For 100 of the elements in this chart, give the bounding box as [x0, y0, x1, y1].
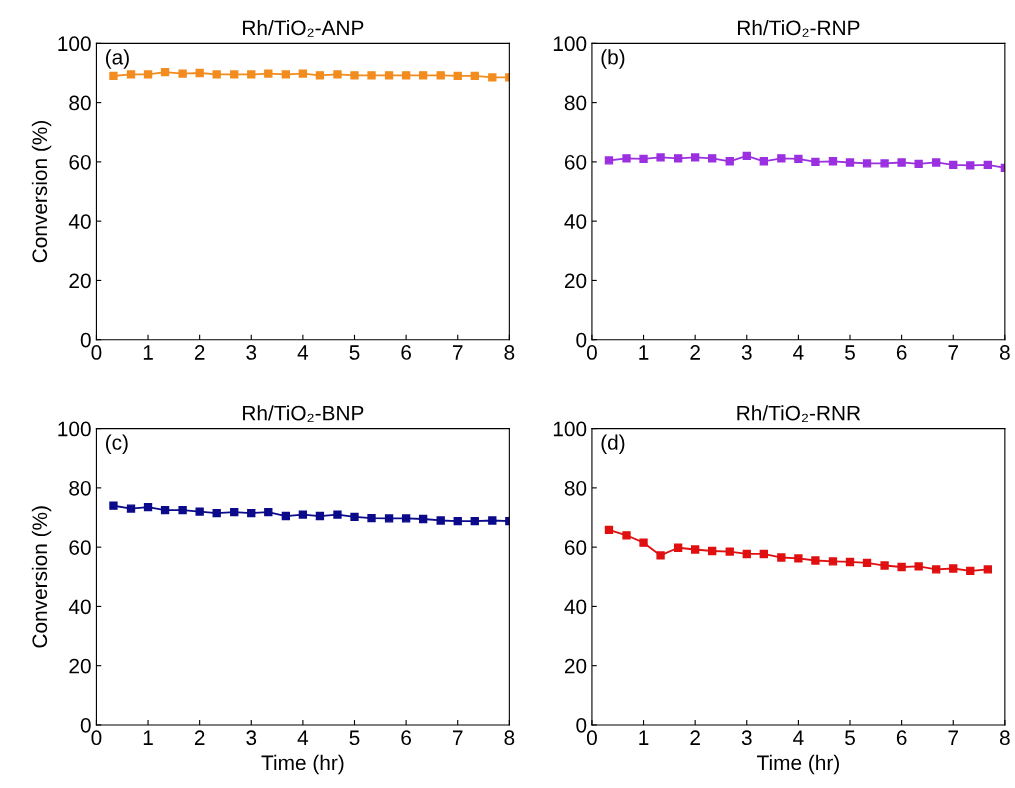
chart-title: Rh/TiO₂-RNR: [737, 405, 861, 423]
point: [932, 158, 941, 167]
point: [949, 160, 958, 170]
point: [384, 514, 394, 523]
point: [690, 545, 700, 554]
point: [143, 502, 153, 512]
point: [622, 531, 631, 540]
point: [914, 562, 923, 571]
y-tick-label: 20: [69, 273, 91, 289]
point: [298, 510, 308, 519]
point: [794, 154, 803, 164]
x-tick-label: 3: [246, 730, 257, 746]
x-tick-label: 2: [690, 345, 700, 360]
point: [315, 511, 325, 521]
point: [160, 505, 170, 515]
point: [777, 154, 786, 163]
x-tick-label: 2: [194, 345, 205, 360]
x-tick-label: 2: [690, 730, 700, 745]
y-axis-title: Conversion (%): [31, 121, 52, 263]
x-tick-label: 0: [586, 345, 597, 360]
x-tick-label: 6: [401, 730, 411, 746]
x-tick-label: 4: [793, 345, 804, 360]
x-tick-label: 3: [246, 345, 257, 360]
x-tick-label: 1: [639, 730, 649, 745]
point: [690, 153, 700, 162]
point: [949, 564, 958, 573]
y-tick-label: 80: [564, 480, 587, 496]
x-tick-label: 7: [453, 730, 463, 745]
point: [622, 154, 631, 163]
x-tick-label: 5: [349, 345, 360, 360]
y-tick-label: 40: [68, 214, 91, 229]
point: [932, 565, 941, 574]
point: [880, 561, 889, 570]
point: [862, 558, 872, 568]
y-tick-label: 20: [564, 658, 587, 674]
y-tick-label: 80: [564, 95, 587, 111]
x-tick-label: 3: [741, 730, 752, 746]
point: [247, 508, 256, 518]
point: [436, 516, 445, 525]
point: [656, 551, 665, 560]
x-axis-title: Time (hr): [261, 754, 344, 775]
point: [604, 156, 614, 165]
y-tick-label: 100: [553, 36, 587, 52]
x-tick-label: 7: [948, 345, 958, 360]
x-tick-label: 0: [586, 730, 597, 746]
x-tick-label: 4: [297, 345, 309, 360]
point: [966, 161, 975, 170]
point: [126, 504, 136, 513]
point: [811, 556, 820, 565]
point: [178, 505, 187, 515]
y-tick-label: 40: [564, 599, 587, 615]
annotation: (c): [105, 434, 128, 454]
point: [230, 508, 239, 517]
point: [725, 547, 734, 556]
point: [212, 508, 221, 518]
x-tick-label: 7: [948, 730, 958, 745]
point: [708, 546, 717, 556]
y-tick-label: 40: [68, 599, 91, 615]
x-tick-label: 4: [793, 730, 804, 745]
point: [794, 554, 803, 563]
annotation: (a): [105, 49, 129, 69]
point: [966, 566, 975, 576]
y-tick-label: 0: [80, 717, 91, 733]
point: [195, 507, 204, 516]
x-tick-label: 4: [297, 730, 309, 745]
x-tick-label: 6: [401, 345, 411, 360]
point: [759, 549, 768, 559]
point: [759, 157, 768, 166]
x-axis-title: Time (hr): [757, 754, 839, 775]
point: [828, 557, 838, 566]
chart-title: Rh/TiO₂-ANP: [243, 19, 364, 37]
point: [333, 510, 342, 519]
point: [109, 501, 118, 510]
chart-title: Rh/TiO₂-RNP: [738, 19, 860, 37]
x-tick-label: 2: [194, 730, 205, 745]
point: [639, 538, 648, 547]
y-tick-label: 0: [80, 332, 91, 348]
x-tick-label: 7: [453, 345, 463, 360]
point: [725, 157, 734, 166]
y-tick-label: 80: [69, 95, 91, 111]
x-tick-label: 3: [741, 345, 752, 360]
point: [656, 153, 665, 162]
point: [828, 157, 838, 166]
y-tick-label: 60: [564, 540, 587, 555]
point: [488, 516, 497, 525]
annotation: (b): [601, 49, 625, 69]
point: [897, 158, 906, 167]
x-tick-label: 5: [845, 730, 855, 746]
chart-title: Rh/TiO₂-BNP: [243, 405, 364, 423]
y-axis-title: Conversion (%): [31, 506, 52, 648]
point: [350, 512, 359, 522]
point: [862, 159, 872, 168]
y-tick-label: 80: [69, 480, 91, 496]
y-tick-label: 20: [564, 273, 587, 289]
x-tick-label: 5: [845, 345, 855, 360]
point: [708, 154, 717, 163]
y-tick-label: 40: [564, 214, 587, 229]
x-tick-label: 1: [143, 345, 153, 360]
x-tick-label: 6: [896, 345, 907, 360]
point: [470, 516, 479, 526]
